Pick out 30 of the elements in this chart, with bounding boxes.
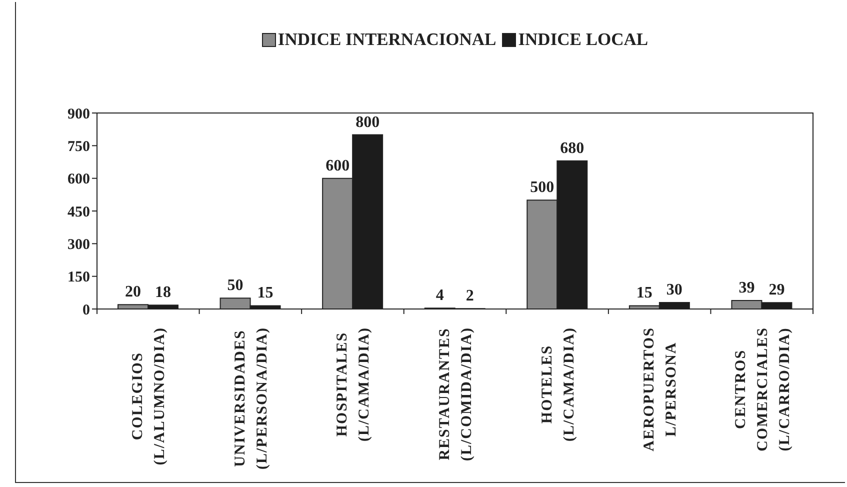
x-tick-label: COLEGIOS (L/ALUMNO/DIA) (130, 326, 168, 466)
data-label: 680 (560, 140, 584, 157)
x-tick-label: AEROPUERTOS L/PERSONA (642, 327, 680, 452)
y-tick-label: 900 (68, 106, 90, 122)
data-label: 18 (155, 284, 171, 302)
data-label: 600 (326, 157, 350, 174)
data-label: 30 (666, 281, 682, 298)
y-tick-label: 0 (82, 302, 90, 318)
y-tick-label: 600 (68, 172, 90, 188)
x-tick-label: HOTELES (L/CAMA/DIA) (539, 326, 578, 442)
data-label: 29 (768, 282, 785, 299)
y-tick-label: 450 (68, 204, 90, 220)
x-tick-label: RESTAURANTES (L/COMIDA/DIA) (437, 326, 475, 461)
data-label: 15 (636, 284, 652, 302)
data-label: 15 (257, 284, 274, 302)
data-label: 4 (436, 287, 444, 304)
data-label: 800 (356, 114, 380, 131)
y-tick-label: 150 (68, 270, 90, 286)
data-label: 39 (738, 280, 755, 297)
legend-label: INDICE LOCAL (518, 29, 648, 50)
data-label: 2 (466, 288, 474, 305)
legend-label: INDICE INTERNACIONAL (278, 29, 496, 50)
x-tick-label: CENTROS COMERCIALES (L/CARRO/DIA) (732, 326, 793, 452)
data-label: 20 (125, 284, 141, 301)
y-tick-label: 300 (68, 236, 90, 253)
x-tick-label: HOSPITALES (L/CAMA/DIA) (334, 326, 373, 442)
data-label: 50 (227, 277, 244, 294)
x-tick-label: UNIVERSIDADES (L/PERSONA/DIA) (232, 326, 270, 470)
y-tick-label: 750 (68, 138, 90, 155)
data-label: 500 (530, 179, 554, 196)
